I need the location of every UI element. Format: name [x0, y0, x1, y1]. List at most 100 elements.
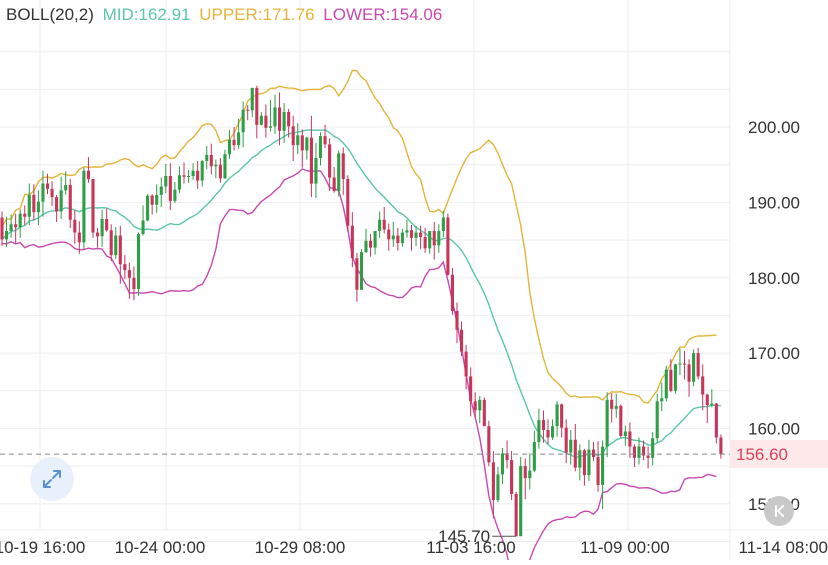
candle-body	[391, 235, 395, 240]
candle-body	[0, 217, 4, 240]
candle-body	[378, 219, 382, 232]
candle-body	[323, 136, 327, 145]
candle-body	[264, 115, 268, 128]
candle-body	[305, 137, 309, 151]
candle-body	[396, 235, 400, 244]
candle-body	[214, 164, 218, 167]
candle-body	[209, 154, 213, 167]
candle-body	[551, 426, 555, 438]
candle-body	[428, 231, 432, 249]
candle-body	[73, 219, 77, 233]
candle-body	[496, 474, 500, 501]
candle-body	[655, 401, 659, 439]
candle-body	[5, 231, 9, 240]
candle-body	[164, 176, 168, 187]
candle-body	[560, 404, 564, 428]
candle-body	[255, 87, 259, 125]
candle-body	[82, 170, 86, 243]
candle-body	[369, 240, 373, 248]
candle-body	[68, 185, 72, 220]
candle-body	[41, 183, 45, 202]
candle-body	[500, 453, 505, 475]
candle-body	[123, 264, 127, 271]
candle-body	[45, 183, 50, 189]
candle-body	[441, 217, 445, 232]
candle-body	[159, 186, 163, 195]
candle-body	[250, 87, 254, 111]
candle-body	[232, 139, 236, 146]
candle-body	[196, 170, 200, 181]
candle-body	[132, 277, 136, 290]
candle-body	[328, 144, 332, 178]
candle-body	[241, 109, 245, 133]
candle-body	[300, 135, 304, 151]
candle-body	[578, 450, 582, 468]
candle-body	[523, 466, 527, 479]
candle-body	[114, 235, 118, 256]
candle-body	[18, 213, 22, 228]
candle-body	[273, 107, 277, 127]
candle-body	[227, 139, 232, 155]
candle-body	[632, 446, 636, 458]
candle-body	[173, 189, 177, 201]
candle-body	[100, 218, 104, 237]
candle-body	[682, 363, 687, 365]
candle-body	[651, 438, 655, 458]
candle-body	[259, 115, 263, 125]
candle-body	[701, 376, 705, 395]
candle-body	[200, 160, 204, 181]
candle-body	[91, 179, 95, 233]
candle-body	[532, 442, 536, 471]
candle-body	[482, 399, 486, 427]
candle-body	[460, 329, 464, 352]
candle-body	[587, 449, 591, 476]
candle-body	[155, 194, 159, 205]
candle-body	[591, 449, 596, 458]
candle-body	[350, 225, 354, 259]
candle-body	[64, 185, 68, 191]
candle-body	[469, 376, 473, 402]
candle-body	[541, 420, 545, 430]
candle-body	[646, 455, 650, 458]
candle-body	[332, 177, 336, 192]
candle-body	[282, 111, 286, 131]
x-tick-label: 10-24 00:00	[115, 538, 206, 557]
candle-body	[337, 153, 341, 192]
x-tick-label: 10-29 08:00	[255, 538, 346, 557]
candle-body	[127, 270, 131, 278]
candle-body	[77, 232, 81, 243]
candle-body	[528, 470, 532, 479]
y-tick-label: 180.00	[748, 269, 800, 288]
candle-body	[168, 176, 172, 201]
candle-body	[287, 111, 291, 127]
candle-body	[318, 136, 323, 158]
expand-button[interactable]	[30, 457, 74, 501]
candle-body	[687, 364, 691, 382]
back-to-latest-button[interactable]	[764, 496, 794, 526]
candle-body	[105, 218, 109, 231]
candle-body	[601, 446, 605, 485]
candle-body	[596, 457, 600, 485]
candle-body	[341, 153, 345, 180]
y-tick-label: 160.00	[748, 419, 800, 438]
candle-body	[705, 394, 709, 406]
x-tick-label: 10-19 16:00	[0, 538, 85, 557]
candle-body	[182, 175, 186, 177]
candle-body	[573, 439, 577, 468]
candle-body	[582, 450, 586, 476]
candle-body	[141, 220, 145, 235]
candle-body	[237, 132, 241, 146]
x-tick-label: 11-09 00:00	[580, 538, 669, 557]
candle-body	[692, 353, 696, 382]
candle-body	[400, 232, 404, 244]
current-price-tag-bg	[730, 440, 828, 469]
candle-body	[464, 351, 468, 377]
candle-body	[719, 437, 723, 455]
candle-body	[473, 401, 477, 411]
candle-body	[268, 126, 272, 128]
candle-body	[555, 404, 559, 427]
candle-body	[14, 224, 18, 228]
candle-body	[23, 213, 27, 217]
